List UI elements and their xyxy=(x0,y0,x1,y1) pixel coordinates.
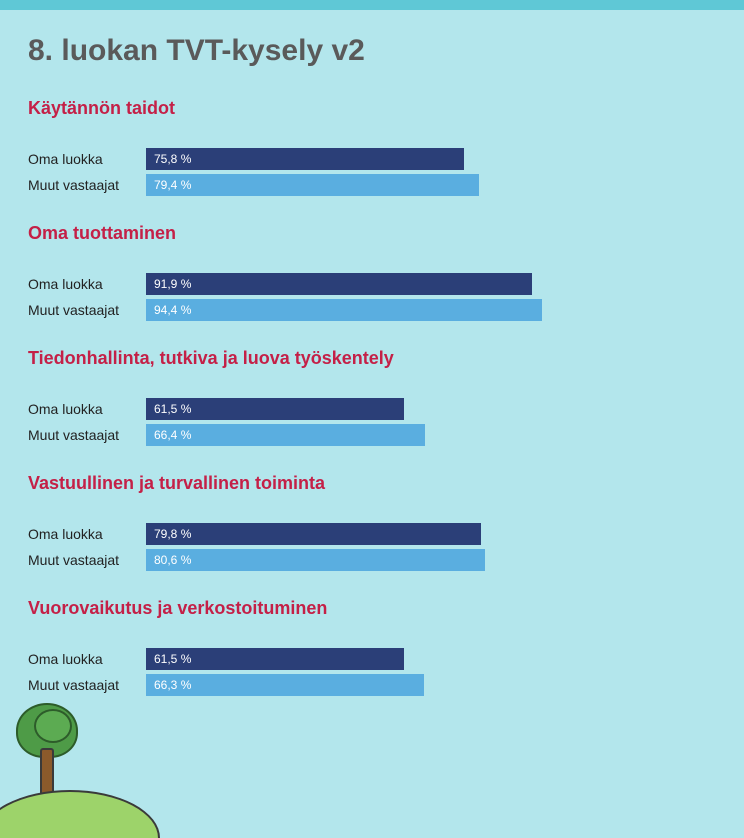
bar-row-label: Oma luokka xyxy=(28,276,146,292)
page-title: 8. luokan TVT-kysely v2 xyxy=(28,34,716,68)
bar-value-label: 91,9 % xyxy=(154,277,191,291)
bar-row: Oma luokka 61,5 % xyxy=(28,647,716,671)
bar-row-label: Muut vastaajat xyxy=(28,677,146,693)
chart-section: Käytännön taidot Oma luokka 75,8 % Muut vas… xyxy=(28,98,716,197)
bar-row: Oma luokka 61,5 % xyxy=(28,397,716,421)
bar-row-label: Oma luokka xyxy=(28,151,146,167)
top-accent-bar xyxy=(0,0,744,10)
bar-value-label: 75,8 % xyxy=(154,152,191,166)
bar-value-label: 94,4 % xyxy=(154,303,191,317)
bar-fill: 91,9 % xyxy=(146,273,532,295)
bar-row-label: Muut vastaajat xyxy=(28,177,146,193)
bar-value-label: 66,3 % xyxy=(154,678,191,692)
chart-section: Oma tuottaminen Oma luokka 91,9 % Muut vast… xyxy=(28,223,716,322)
bar-track: 94,4 % xyxy=(146,299,566,321)
sections-container: Käytännön taidot Oma luokka 75,8 % Muut vas… xyxy=(28,98,716,697)
bar-row: Muut vastaajat 94,4 % xyxy=(28,298,716,322)
bar-fill: 66,4 % xyxy=(146,424,425,446)
bar-value-label: 61,5 % xyxy=(154,652,191,666)
bar-row: Oma luokka 79,8 % xyxy=(28,522,716,546)
bar-row: Oma luokka 91,9 % xyxy=(28,272,716,296)
bar-value-label: 79,4 % xyxy=(154,178,191,192)
bar-value-label: 61,5 % xyxy=(154,402,191,416)
bar-row-label: Oma luokka xyxy=(28,651,146,667)
section-title: Vuorovaikutus ja verkostoituminen xyxy=(28,598,716,619)
report-content: 8. luokan TVT-kysely v2 Käytännön taidot… xyxy=(0,10,744,743)
bar-track: 61,5 % xyxy=(146,648,566,670)
section-title: Tiedonhallinta, tutkiva ja luova työsken… xyxy=(28,348,716,369)
bar-row-label: Oma luokka xyxy=(28,526,146,542)
tree-canopy-top-icon xyxy=(34,709,72,743)
bar-row-label: Muut vastaajat xyxy=(28,552,146,568)
grass-hill-icon xyxy=(0,790,160,838)
bar-value-label: 80,6 % xyxy=(154,553,191,567)
bar-row: Muut vastaajat 80,6 % xyxy=(28,548,716,572)
bar-row: Muut vastaajat 66,3 % xyxy=(28,673,716,697)
bar-row-label: Oma luokka xyxy=(28,401,146,417)
bar-fill: 79,4 % xyxy=(146,174,479,196)
bar-row-label: Muut vastaajat xyxy=(28,427,146,443)
bar-fill: 79,8 % xyxy=(146,523,481,545)
bar-row-label: Muut vastaajat xyxy=(28,302,146,318)
bar-track: 79,4 % xyxy=(146,174,566,196)
bar-row: Muut vastaajat 79,4 % xyxy=(28,173,716,197)
bar-track: 75,8 % xyxy=(146,148,566,170)
bar-fill: 94,4 % xyxy=(146,299,542,321)
chart-section: Vastuullinen ja turvallinen toiminta Oma … xyxy=(28,473,716,572)
chart-section: Vuorovaikutus ja verkostoituminen Oma luo… xyxy=(28,598,716,697)
section-title: Oma tuottaminen xyxy=(28,223,716,244)
bar-track: 91,9 % xyxy=(146,273,566,295)
bar-fill: 61,5 % xyxy=(146,648,404,670)
decorative-landscape xyxy=(0,768,180,838)
bar-fill: 80,6 % xyxy=(146,549,485,571)
bar-value-label: 66,4 % xyxy=(154,428,191,442)
bar-row: Muut vastaajat 66,4 % xyxy=(28,423,716,447)
section-title: Käytännön taidot xyxy=(28,98,716,119)
section-title: Vastuullinen ja turvallinen toiminta xyxy=(28,473,716,494)
bar-fill: 75,8 % xyxy=(146,148,464,170)
chart-section: Tiedonhallinta, tutkiva ja luova työsken… xyxy=(28,348,716,447)
bar-track: 66,3 % xyxy=(146,674,566,696)
bar-track: 79,8 % xyxy=(146,523,566,545)
bar-fill: 61,5 % xyxy=(146,398,404,420)
bar-fill: 66,3 % xyxy=(146,674,424,696)
bar-value-label: 79,8 % xyxy=(154,527,191,541)
bar-track: 80,6 % xyxy=(146,549,566,571)
bar-row: Oma luokka 75,8 % xyxy=(28,147,716,171)
bar-track: 66,4 % xyxy=(146,424,566,446)
bar-track: 61,5 % xyxy=(146,398,566,420)
